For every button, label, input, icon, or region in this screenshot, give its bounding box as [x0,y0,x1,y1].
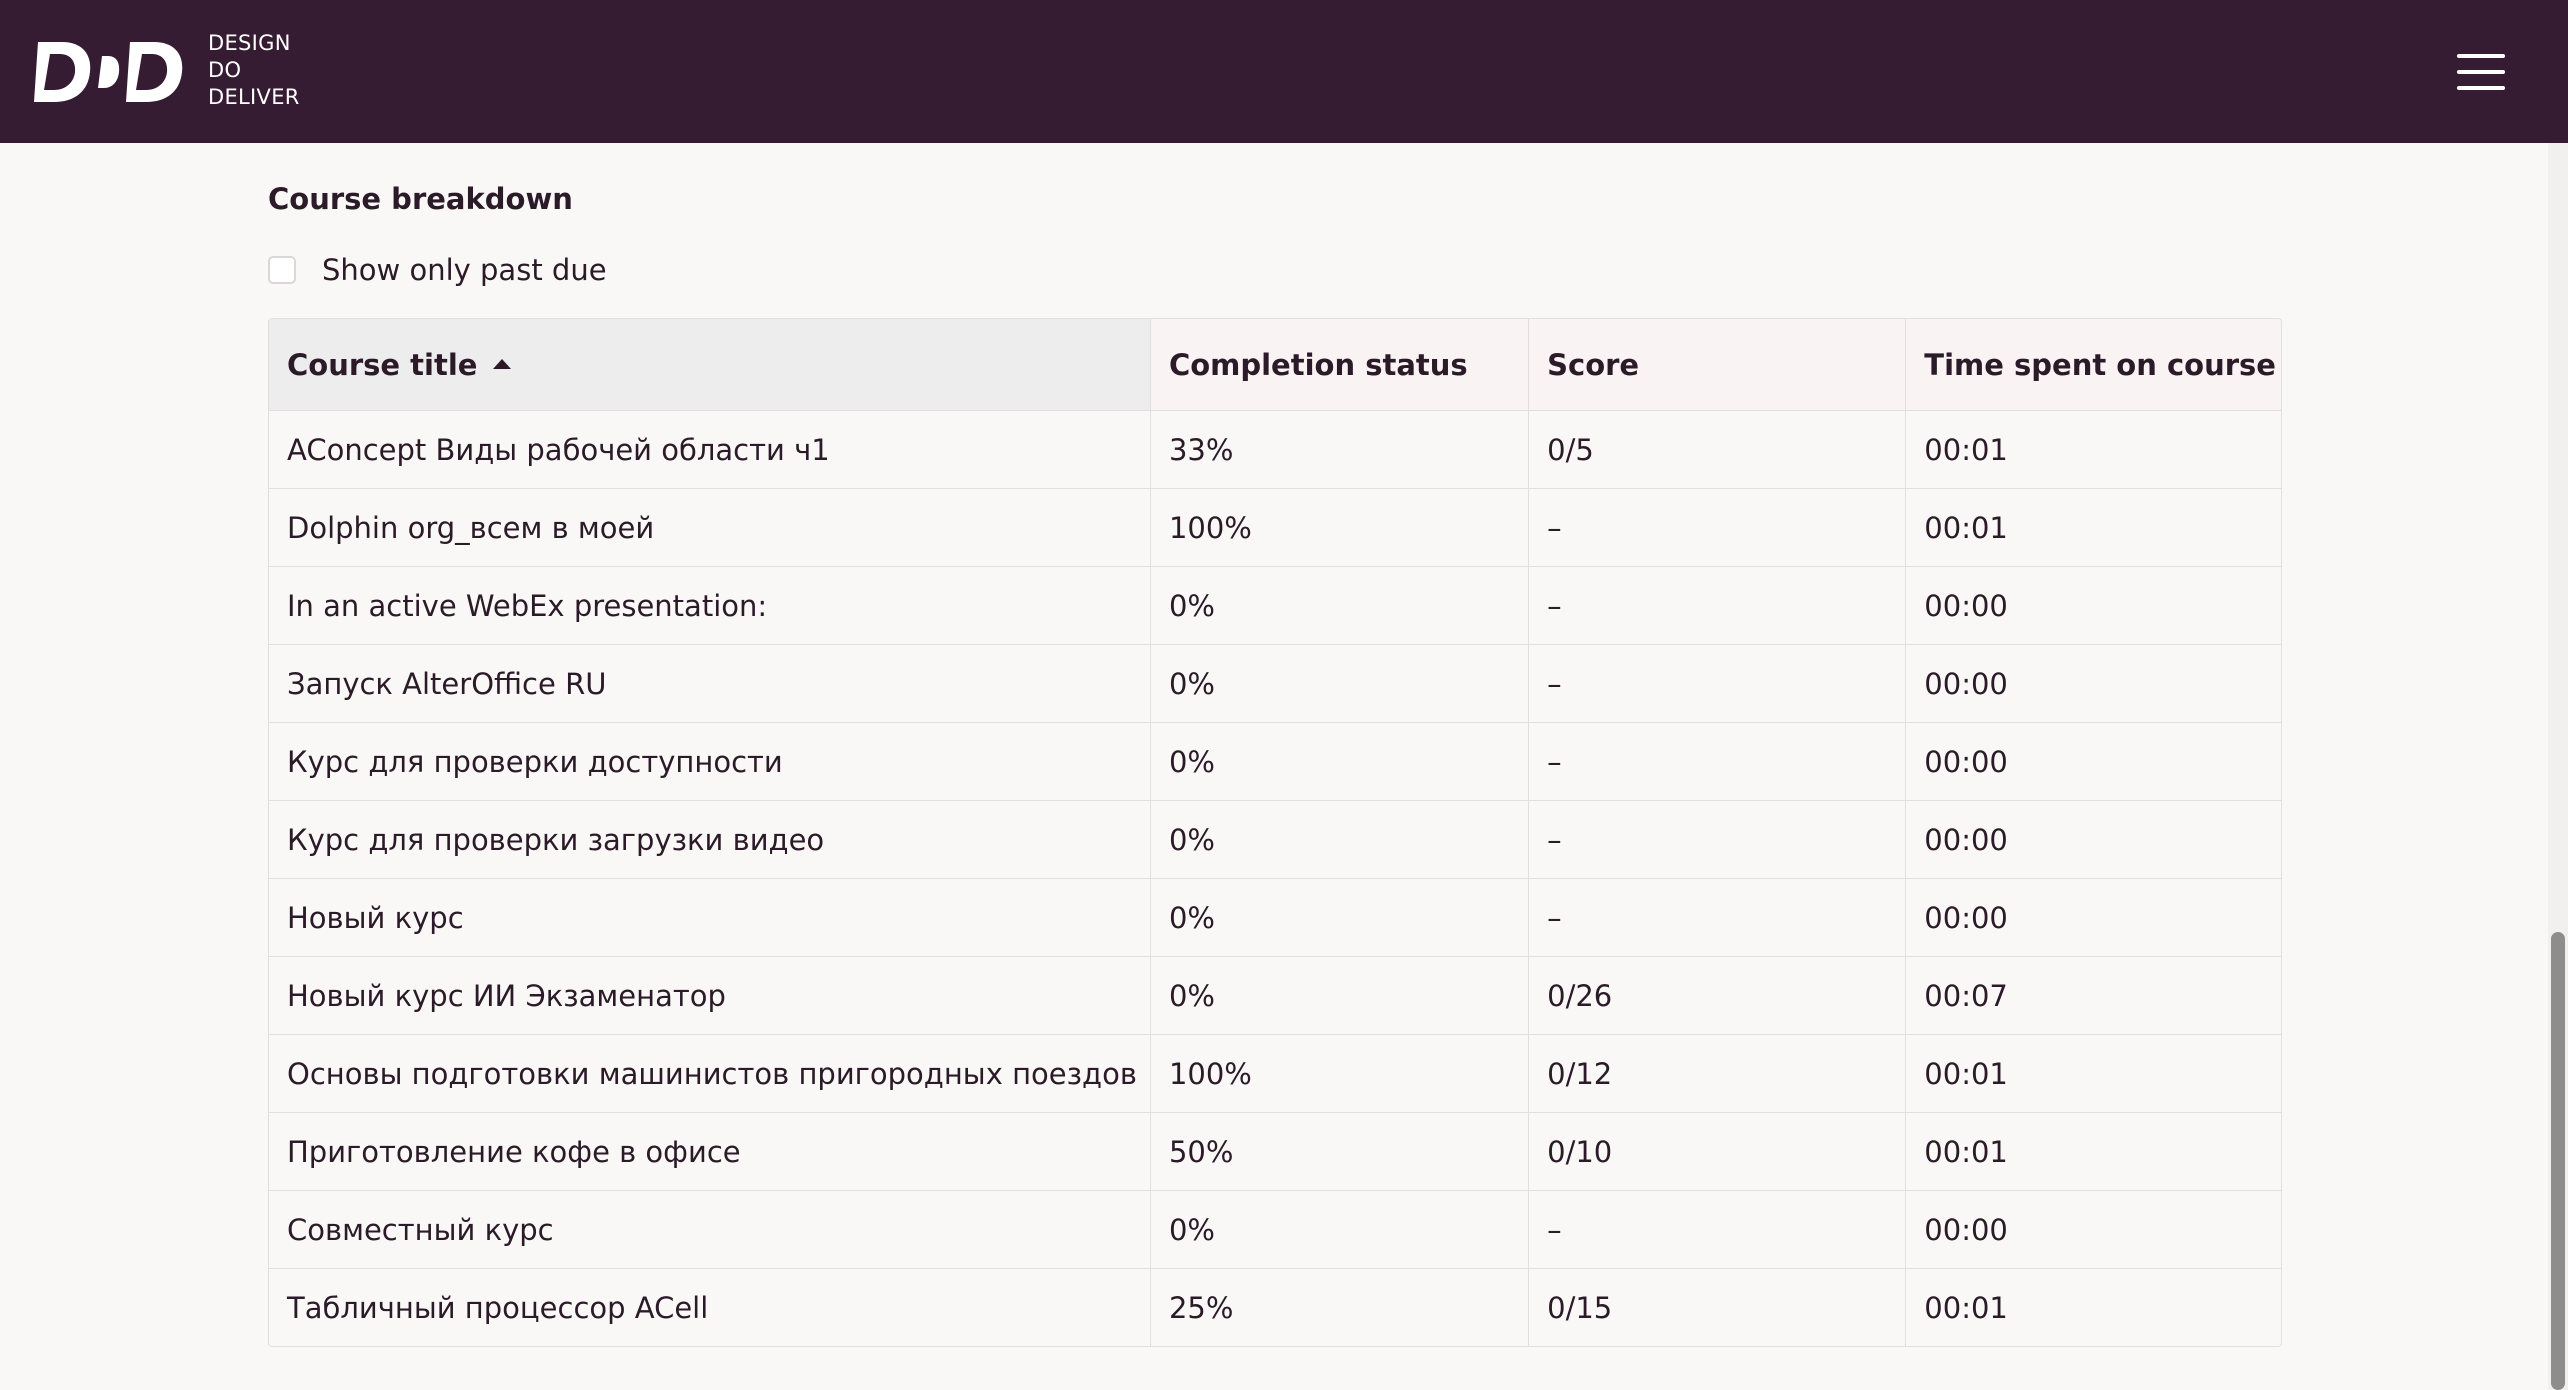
past-due-filter[interactable]: Show only past due [268,250,607,290]
course-title-cell: Курс для проверки доступности [269,722,1151,801]
completion-cell: 25% [1149,1268,1529,1346]
hamburger-menu-icon [2457,54,2505,58]
course-title-cell: Приготовление кофе в офисе [269,1112,1151,1191]
table-row: Совместный курс 0% – 00:00 [269,1190,2281,1269]
column-header-completion-status: Completion status [1149,319,1529,411]
table-row: Курс для проверки доступности 0% – 00:00 [269,722,2281,801]
column-header-score: Score [1528,319,1906,411]
table-header-row: Course title Completion status Score Tim… [269,319,2281,411]
score-cell: 0/12 [1528,1034,1906,1113]
table-row: In an active WebEx presentation: 0% – 00… [269,566,2281,645]
score-cell: 0/15 [1528,1268,1906,1346]
course-title-cell: Основы подготовки машинистов пригородных… [269,1034,1151,1113]
course-title-cell: Табличный процессор ACell [287,1290,709,1325]
course-title-cell: AConcept Виды рабочей области ч1 [269,410,1151,489]
ddd-logo-icon[interactable] [34,36,184,108]
column-header-course-title[interactable]: Course title [269,319,1151,411]
course-title-cell: Новый курс [269,878,1151,957]
score-cell: – [1528,1190,1906,1269]
table-row: AConcept Виды рабочей области ч1 33% 0/5… [269,410,2281,489]
scrollbar-thumb[interactable] [2551,932,2565,1390]
past-due-checkbox[interactable] [268,256,296,284]
score-cell: 0/5 [1528,410,1906,489]
time-cell: 00:00 [1905,878,2281,957]
time-cell: 00:01 [1905,410,2281,489]
course-title-cell: Запуск AlterOffice RU [269,644,1151,723]
column-header-time-spent: Time spent on course [1905,319,2281,411]
time-cell: 00:01 [1905,1112,2281,1191]
completion-cell: 100% [1149,1034,1529,1113]
column-header-label: Course title [287,347,478,382]
table-row: Новый курс 0% – 00:00 [269,878,2281,957]
course-title-cell: Курс для проверки загрузки видео [269,800,1151,879]
score-cell: – [1528,722,1906,801]
score-cell: – [1528,566,1906,645]
brand-line-deliver: DELIVER [208,85,300,109]
time-cell: 00:01 [1905,488,2281,567]
hamburger-menu-icon [2457,70,2505,74]
course-title-cell: Dolphin org_всем в моей [269,488,1151,567]
table-row: Запуск AlterOffice RU 0% – 00:00 [269,644,2281,723]
table-row: Приготовление кофе в офисе 50% 0/10 00:0… [269,1112,2281,1191]
completion-cell: 0% [1149,956,1529,1035]
time-cell: 00:00 [1905,566,2281,645]
time-cell: 00:00 [1905,644,2281,723]
time-cell: 00:07 [1905,956,2281,1035]
completion-cell: 100% [1149,488,1529,567]
completion-cell: 33% [1149,410,1529,489]
table-row: Табличный процессор ACell 25% 0/15 00:01 [269,1268,2281,1346]
score-cell: 0/26 [1528,956,1906,1035]
score-cell: – [1528,644,1906,723]
past-due-label: Show only past due [322,253,607,287]
course-title-cell: Новый курс ИИ Экзаменатор [269,956,1151,1035]
score-cell: – [1528,878,1906,957]
course-title-cell: In an active WebEx presentation: [269,566,1151,645]
hamburger-menu-button[interactable] [2455,52,2507,92]
completion-cell: 0% [1149,644,1529,723]
completion-cell: 0% [1149,800,1529,879]
course-breakdown-table: Course title Completion status Score Tim… [268,318,2282,1347]
completion-cell: 0% [1149,566,1529,645]
time-cell: 00:00 [1905,1190,2281,1269]
top-bar: DESIGN DO DELIVER [0,0,2568,143]
brand-line-do: DO [208,58,242,82]
time-cell: 00:01 [1905,1268,2281,1346]
score-cell: – [1528,800,1906,879]
course-title-cell: Совместный курс [269,1190,1151,1269]
hamburger-menu-icon [2457,86,2505,90]
column-header-label: Score [1547,347,1640,382]
completion-cell: 0% [1149,1190,1529,1269]
time-cell: 00:00 [1905,800,2281,879]
brand-name: DESIGN DO DELIVER [208,30,300,111]
time-cell: 00:01 [1905,1034,2281,1113]
table-row: Курс для проверки загрузки видео 0% – 00… [269,800,2281,879]
time-cell: 00:00 [1905,722,2281,801]
section-title: Course breakdown [268,182,573,216]
table-row: Новый курс ИИ Экзаменатор 0% 0/26 00:07 [269,956,2281,1035]
completion-cell: 0% [1149,722,1529,801]
column-header-label: Completion status [1168,347,1468,382]
column-header-label: Time spent on course [1924,347,2276,382]
table-row: Dolphin org_всем в моей 100% – 00:01 [269,488,2281,567]
completion-cell: 0% [1149,878,1529,957]
score-cell: 0/10 [1528,1112,1906,1191]
sort-ascending-icon [493,358,512,369]
completion-cell: 50% [1149,1112,1529,1191]
table-row: Основы подготовки машинистов пригородных… [269,1034,2281,1113]
score-cell: – [1528,488,1906,567]
brand-line-design: DESIGN [208,31,291,55]
